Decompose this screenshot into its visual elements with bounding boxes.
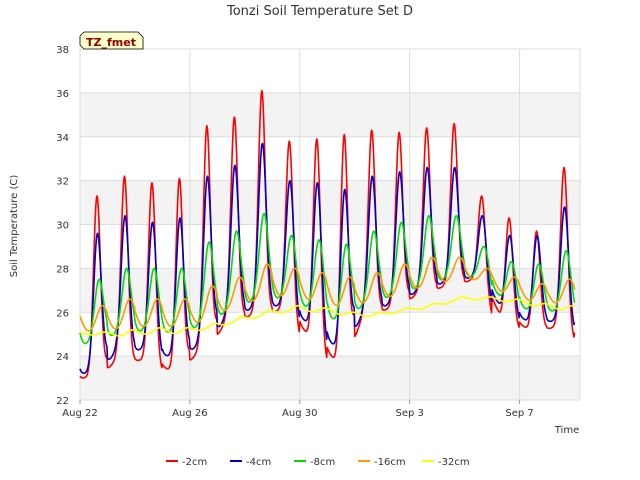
x-tick-label: Aug 30 — [282, 408, 317, 419]
y-tick-label: 34 — [56, 133, 69, 144]
legend-label: -16cm — [374, 457, 406, 468]
series-line-32cmcm — [79, 296, 576, 337]
y-axis-ticks: 22 24 26 28 30 32 34 36 38 — [56, 45, 69, 407]
series-line-4cmcm — [79, 142, 576, 374]
series-group — [79, 89, 576, 379]
x-tick-label: Aug 22 — [62, 408, 97, 419]
series-line-16cmcm — [79, 256, 576, 332]
legend-label: -32cm — [438, 457, 470, 468]
y-tick-label: 28 — [56, 264, 69, 275]
y-tick-label: 36 — [56, 89, 69, 100]
y-tick-label: 38 — [56, 45, 69, 56]
legend-label: -8cm — [310, 457, 335, 468]
grid-band — [80, 356, 580, 400]
chart-title: Tonzi Soil Temperature Set D — [226, 4, 413, 19]
series-line-8cmcm — [79, 212, 576, 345]
legend: -2cm -4cm -8cm -16cm -32cm — [166, 457, 470, 468]
y-tick-label: 24 — [56, 352, 69, 363]
x-tick-label: Sep 3 — [395, 408, 423, 419]
grid-band — [80, 92, 580, 137]
x-axis-label: Time — [554, 425, 579, 436]
dataset-tag: TZ_fmet — [79, 31, 144, 50]
plot-border — [79, 48, 581, 401]
y-axis-label: Soil Temperature (C) — [9, 175, 20, 278]
y-tick-label: 30 — [56, 221, 69, 232]
y-tick-label: 22 — [56, 396, 69, 407]
legend-label: -2cm — [182, 457, 207, 468]
x-tick-label: Aug 26 — [172, 408, 207, 419]
grid-bands — [80, 92, 580, 400]
y-tick-label: 32 — [56, 177, 69, 188]
y-tick-label: 26 — [56, 308, 69, 319]
x-axis-ticks: Aug 22 Aug 26 Aug 30 Sep 3 Sep 7 — [62, 400, 534, 419]
x-tick-label: Sep 7 — [505, 408, 533, 419]
grid-band — [80, 268, 580, 313]
grid-band — [80, 180, 580, 225]
plot-area — [79, 48, 581, 401]
legend-label: -4cm — [246, 457, 271, 468]
tag-box — [79, 31, 144, 50]
tag-label: TZ_fmet — [86, 36, 136, 49]
